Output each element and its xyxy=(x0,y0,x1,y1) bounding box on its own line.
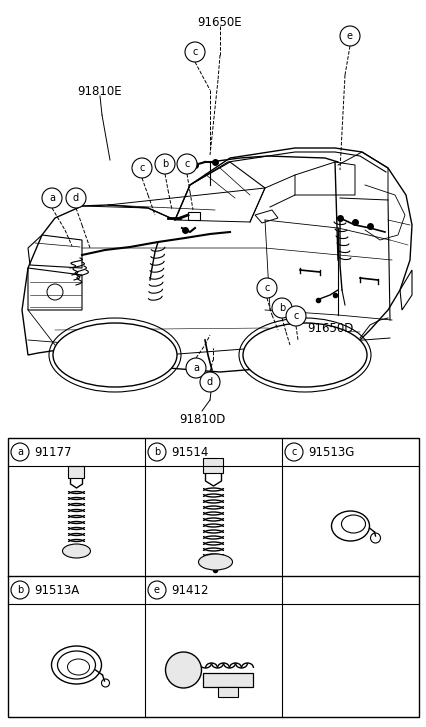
Text: e: e xyxy=(346,31,352,41)
Text: e: e xyxy=(154,585,160,595)
Circle shape xyxy=(285,306,305,326)
Text: b: b xyxy=(161,159,168,169)
Circle shape xyxy=(186,358,205,378)
Bar xyxy=(218,687,238,697)
Text: c: c xyxy=(184,159,189,169)
Text: 91412: 91412 xyxy=(170,584,208,596)
Text: b: b xyxy=(17,585,23,595)
Circle shape xyxy=(132,158,152,178)
Text: c: c xyxy=(264,283,269,293)
Ellipse shape xyxy=(242,323,366,387)
Text: a: a xyxy=(49,193,55,203)
Text: 91650E: 91650E xyxy=(197,16,242,29)
Text: c: c xyxy=(139,163,144,173)
Circle shape xyxy=(155,154,175,174)
Circle shape xyxy=(256,278,276,298)
Circle shape xyxy=(11,443,29,461)
Circle shape xyxy=(148,443,166,461)
Text: c: c xyxy=(192,47,197,57)
Circle shape xyxy=(177,154,196,174)
Text: 91177: 91177 xyxy=(34,446,71,459)
Text: a: a xyxy=(17,447,23,457)
Ellipse shape xyxy=(62,544,90,558)
Text: b: b xyxy=(153,447,160,457)
Text: 91650D: 91650D xyxy=(306,322,353,335)
Text: c: c xyxy=(291,447,296,457)
Text: d: d xyxy=(73,193,79,203)
Ellipse shape xyxy=(53,323,177,387)
Circle shape xyxy=(42,188,62,208)
Text: 91810D: 91810D xyxy=(178,413,225,426)
Text: d: d xyxy=(207,377,213,387)
Circle shape xyxy=(199,372,219,392)
Circle shape xyxy=(271,298,291,318)
Bar xyxy=(68,466,84,478)
Circle shape xyxy=(339,26,359,46)
Text: c: c xyxy=(293,311,298,321)
Circle shape xyxy=(284,443,302,461)
Bar xyxy=(203,673,253,687)
Text: 91513A: 91513A xyxy=(34,584,79,596)
Text: 91810E: 91810E xyxy=(78,85,122,98)
Bar xyxy=(187,212,199,220)
Ellipse shape xyxy=(198,554,232,570)
Text: 91513G: 91513G xyxy=(307,446,354,459)
Circle shape xyxy=(184,42,204,62)
Bar xyxy=(8,438,418,717)
Text: b: b xyxy=(278,303,285,313)
Circle shape xyxy=(11,581,29,599)
Bar xyxy=(203,458,223,473)
Text: 91514: 91514 xyxy=(170,446,208,459)
Text: a: a xyxy=(193,363,199,373)
Circle shape xyxy=(148,581,166,599)
Circle shape xyxy=(66,188,86,208)
Circle shape xyxy=(165,652,201,688)
